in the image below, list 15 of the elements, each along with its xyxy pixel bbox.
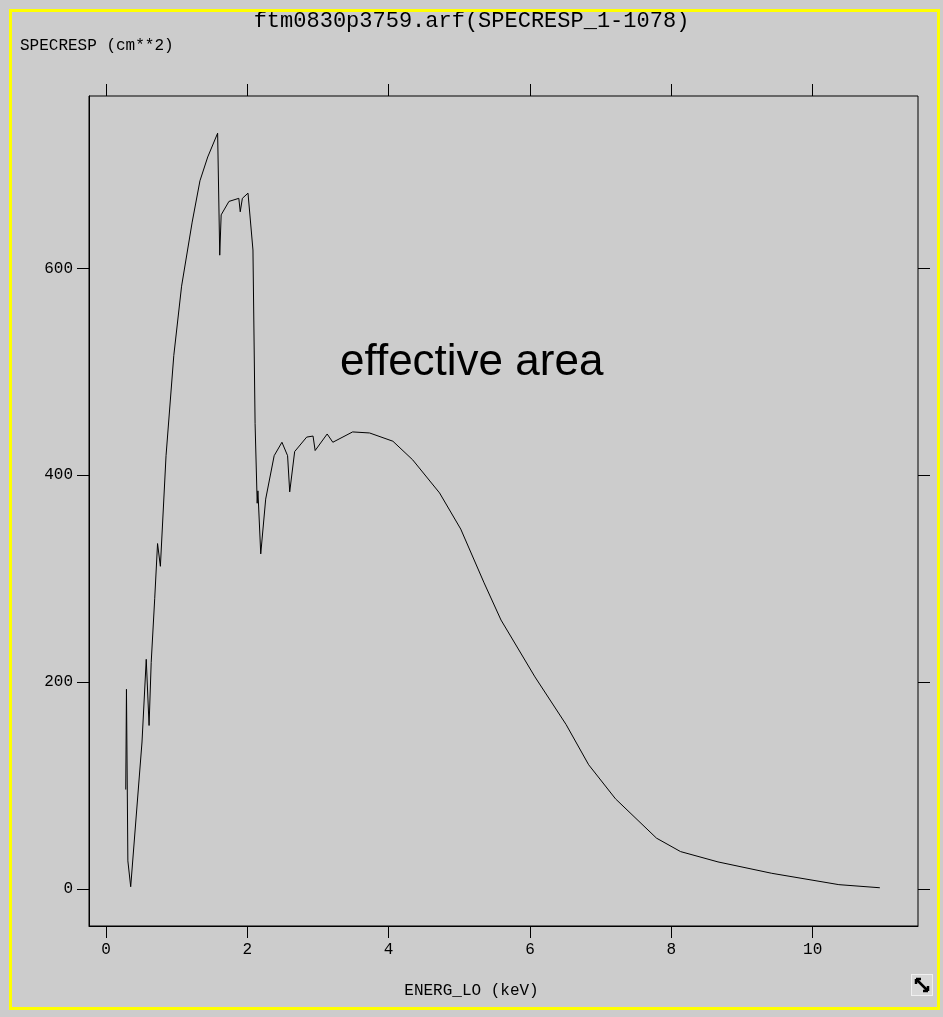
x-tick-label: 2 [242,941,253,959]
x-axis-title: ENERG_LO (keV) [404,982,539,1000]
y-axis-title: SPECRESP (cm**2) [20,37,174,55]
y-tick-label: 600 [44,259,73,278]
y-tick-label: 200 [44,673,73,692]
annotation: effective area [340,334,604,384]
x-tick-label: 6 [525,941,535,959]
y-tick-label: 400 [44,466,73,485]
y-tick-label: 0 [63,879,73,898]
x-tick-label: 4 [383,941,394,959]
chart-title: ftm0830p3759.arf(SPECRESP_1-1078) [253,8,690,34]
x-tick-label: 0 [101,941,111,959]
x-tick-label: 8 [666,941,677,959]
x-tick-label: 10 [803,941,823,959]
line-series [125,132,881,889]
